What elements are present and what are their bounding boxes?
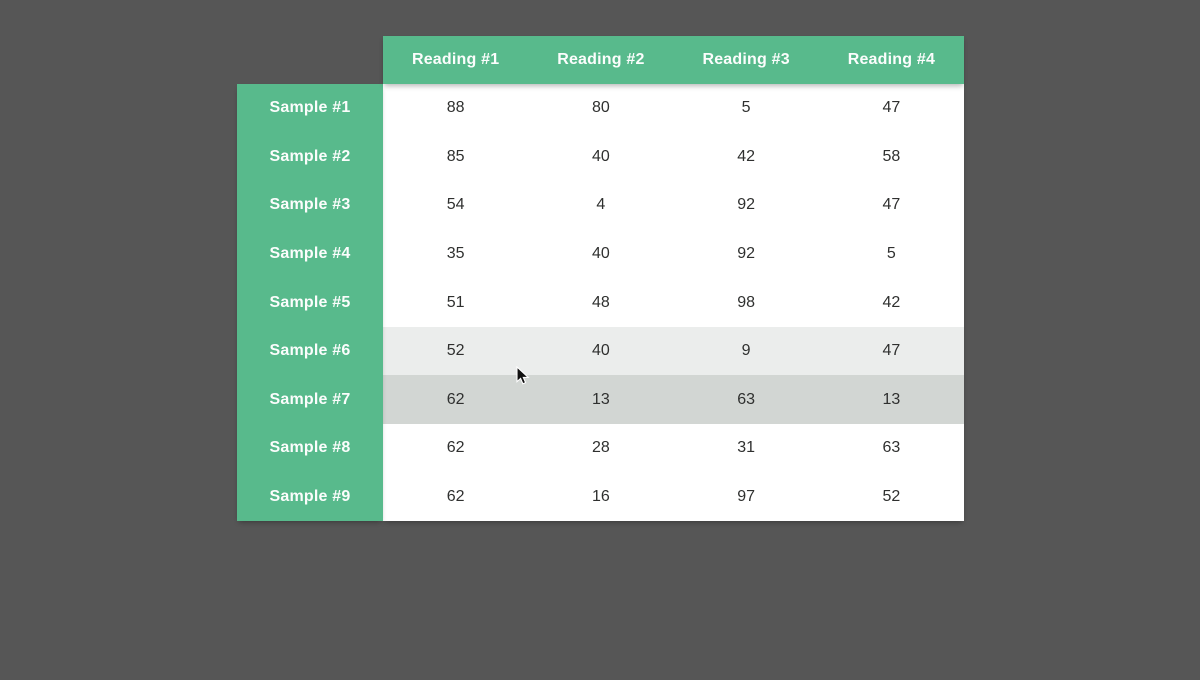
table-row[interactable]: 62 28 31 63 xyxy=(383,424,964,473)
table-cell: 9 xyxy=(741,342,751,360)
table-row[interactable]: 35 40 92 5 xyxy=(383,230,964,279)
table-cell: 63 xyxy=(882,439,901,457)
table-cell: 13 xyxy=(882,390,901,408)
column-header-reading-2: Reading #2 xyxy=(557,51,645,68)
table-cell: 31 xyxy=(737,439,756,457)
row-header-sample-5: Sample #5 xyxy=(269,293,351,311)
row-header-sample-7: Sample #7 xyxy=(269,390,351,408)
table-cell: 40 xyxy=(591,244,610,262)
table-cell: 16 xyxy=(591,487,610,505)
table-cell: 98 xyxy=(737,293,756,311)
table-row[interactable]: 85 40 42 58 xyxy=(383,133,964,182)
row-header-sample-4: Sample #4 xyxy=(269,244,351,262)
table-cell: 52 xyxy=(882,487,901,505)
table-cell: 97 xyxy=(737,487,756,505)
table-row[interactable]: 62 16 97 52 xyxy=(383,473,964,522)
table-cell: 92 xyxy=(737,244,756,262)
table-cell: 42 xyxy=(882,293,901,311)
table-cell: 51 xyxy=(446,293,465,311)
table-cell: 40 xyxy=(591,147,610,165)
table-row[interactable]: 88 80 5 47 xyxy=(383,84,964,133)
column-header-reading-3: Reading #3 xyxy=(702,51,790,68)
table-cell: 13 xyxy=(591,390,610,408)
table-body: 88 80 5 47 85 40 42 58 54 4 92 47 35 40 … xyxy=(383,84,964,521)
row-header-sample-9: Sample #9 xyxy=(269,487,351,505)
table-cell: 47 xyxy=(882,342,901,360)
row-header-sample-6: Sample #6 xyxy=(269,342,351,360)
row-header-sample-1: Sample #1 xyxy=(269,99,351,117)
column-header-reading-4: Reading #4 xyxy=(847,51,936,68)
table-row[interactable]: 54 4 92 47 xyxy=(383,181,964,230)
table-cell: 62 xyxy=(446,439,465,457)
table-cell: 88 xyxy=(446,99,465,117)
row-header-column: Sample #1 Sample #2 Sample #3 Sample #4 … xyxy=(237,84,383,521)
table-row[interactable]: 51 48 98 42 xyxy=(383,278,964,327)
table-cell: 40 xyxy=(591,342,610,360)
table-cell: 35 xyxy=(446,244,465,262)
table-cell: 47 xyxy=(882,99,901,117)
table-cell: 52 xyxy=(446,342,465,360)
table-cell: 92 xyxy=(737,196,756,214)
table-cell: 42 xyxy=(737,147,756,165)
table-cell: 63 xyxy=(737,390,756,408)
row-header-sample-8: Sample #8 xyxy=(269,439,351,457)
table-cell: 62 xyxy=(446,487,465,505)
table-row[interactable]: 62 13 63 13 xyxy=(383,375,964,424)
table-header-row: Reading #1 Reading #2 Reading #3 Reading… xyxy=(383,36,964,84)
column-header-reading-1: Reading #1 xyxy=(411,51,500,68)
table-cell: 85 xyxy=(446,147,465,165)
table-cell: 58 xyxy=(882,147,901,165)
table-cell: 28 xyxy=(591,439,610,457)
table-cell: 5 xyxy=(886,244,896,262)
table-cell: 80 xyxy=(591,99,610,117)
table-row[interactable]: 52 40 9 47 xyxy=(383,326,964,376)
table-cell: 54 xyxy=(446,196,465,214)
row-header-sample-3: Sample #3 xyxy=(269,196,351,214)
table-cell: 4 xyxy=(596,196,606,214)
row-header-sample-2: Sample #2 xyxy=(269,147,351,165)
table-cell: 48 xyxy=(591,293,610,311)
table-cell: 47 xyxy=(882,196,901,214)
table-cell: 5 xyxy=(741,99,751,117)
table-cell: 62 xyxy=(446,390,465,408)
